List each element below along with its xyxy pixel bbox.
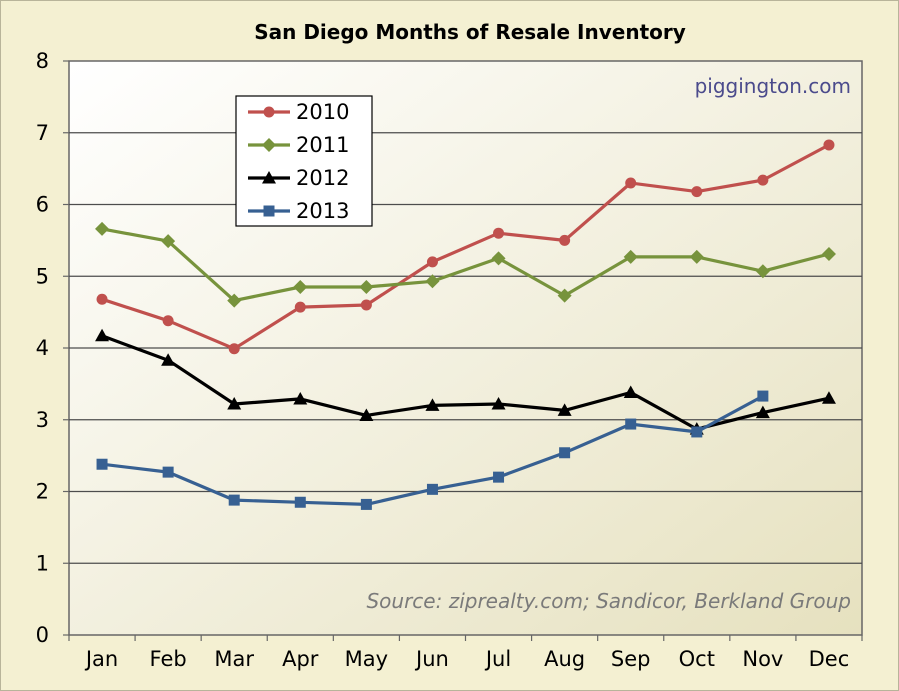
data-point-2011-Nov [755, 264, 770, 279]
series-line-2010 [101, 143, 830, 351]
data-point-2011-Jan [95, 221, 110, 236]
data-point-2012-Mar [227, 396, 242, 410]
data-point-2013-Sep [625, 418, 637, 430]
y-tick-label: 7 [36, 121, 49, 145]
data-point-2013-Feb [162, 466, 174, 478]
data-point-2010-Feb [162, 315, 174, 327]
y-tick-label: 2 [36, 480, 49, 504]
data-point-2012-Apr [293, 391, 308, 405]
data-point-2010-Nov [757, 174, 769, 186]
data-point-2013-Jul [493, 471, 505, 483]
x-tick-label: Aug [544, 647, 585, 671]
y-tick-label: 3 [36, 408, 49, 432]
x-tick-label: Jun [414, 647, 449, 671]
data-point-2010-Jan [96, 293, 108, 305]
data-point-2011-Sep [623, 249, 638, 264]
chart-title: San Diego Months of Resale Inventory [254, 20, 686, 44]
legend: 2010 2011 2012 2013 [235, 95, 373, 227]
x-tick-label: Sep [611, 647, 651, 671]
legend-marker-2011 [262, 138, 276, 152]
data-point-2011-Dec [821, 247, 836, 262]
data-point-2012-Nov [755, 405, 770, 419]
legend-label-2013: 2013 [296, 199, 349, 223]
series-2011 [95, 221, 836, 308]
x-tick-label: Jul [484, 647, 511, 671]
watermark: piggington.com [695, 74, 851, 98]
data-point-2013-Jun [426, 483, 438, 495]
legend-label-2011: 2011 [296, 133, 349, 157]
data-point-2011-Jun [425, 274, 440, 289]
x-tick-label: Dec [809, 647, 850, 671]
series-2013 [96, 390, 769, 510]
data-point-2012-Sep [623, 385, 638, 398]
y-tick-label: 0 [36, 623, 49, 647]
data-point-2011-May [359, 280, 374, 295]
data-point-2012-Jan [95, 328, 110, 342]
data-point-2011-Jul [491, 251, 506, 266]
series-group [95, 139, 836, 510]
y-tick-label: 5 [36, 264, 49, 288]
data-point-2013-Aug [559, 447, 571, 459]
x-tick-label: Mar [214, 647, 254, 671]
y-axis: 0 1 2 3 4 5 6 7 8 [36, 49, 69, 647]
x-tick-label: Feb [150, 647, 187, 671]
legend-marker-2013 [263, 205, 275, 217]
y-tick-label: 4 [36, 336, 49, 360]
data-point-2013-Apr [294, 496, 306, 508]
data-point-2011-Feb [161, 234, 176, 249]
y-tick-label: 1 [36, 551, 49, 575]
data-point-2010-Dec [823, 139, 835, 151]
legend-label-2012: 2012 [296, 166, 349, 190]
data-point-2010-Jul [493, 227, 505, 239]
source-note: Source: ziprealty.com; Sandicor, Berklan… [366, 589, 851, 613]
data-point-2010-Apr [294, 301, 306, 313]
data-point-2013-May [360, 498, 372, 510]
data-point-2011-Aug [557, 288, 572, 303]
data-point-2012-Feb [161, 353, 176, 366]
x-tick-label: Apr [282, 647, 319, 671]
legend-box [235, 95, 373, 227]
legend-marker-2010 [263, 106, 275, 118]
data-point-2013-Jan [96, 458, 108, 470]
data-point-2013-Nov [757, 390, 769, 402]
data-point-2012-Jul [491, 396, 506, 410]
y-tick-label: 8 [36, 49, 49, 73]
data-point-2010-May [360, 299, 372, 311]
x-axis: Jan Feb Mar Apr May Jun Jul Aug Sep Oct Nov Dec [68, 635, 863, 671]
gridlines [69, 132, 862, 564]
data-point-2010-Aug [559, 234, 571, 246]
data-point-2012-May [359, 408, 374, 421]
x-tick-label: Nov [742, 647, 783, 671]
data-point-2013-Oct [691, 426, 703, 438]
data-point-2010-Jun [426, 256, 438, 268]
data-point-2010-Mar [228, 343, 240, 355]
x-tick-label: May [345, 647, 388, 671]
y-tick-label: 6 [36, 193, 49, 217]
data-point-2011-Mar [227, 293, 242, 308]
series-2010 [96, 139, 835, 355]
data-point-2012-Aug [557, 403, 572, 416]
series-line-2011 [101, 227, 830, 303]
data-point-2010-Oct [691, 186, 703, 198]
data-point-2012-Jun [425, 398, 440, 411]
data-point-2010-Sep [625, 177, 637, 189]
data-point-2011-Oct [689, 249, 704, 264]
x-tick-label: Oct [679, 647, 715, 671]
legend-label-2010: 2010 [296, 100, 349, 124]
data-point-2013-Mar [228, 494, 240, 506]
legend-marker-2012 [262, 171, 276, 184]
data-point-2012-Dec [821, 391, 836, 404]
data-point-2011-Apr [293, 280, 308, 295]
x-tick-label: Jan [84, 647, 118, 671]
